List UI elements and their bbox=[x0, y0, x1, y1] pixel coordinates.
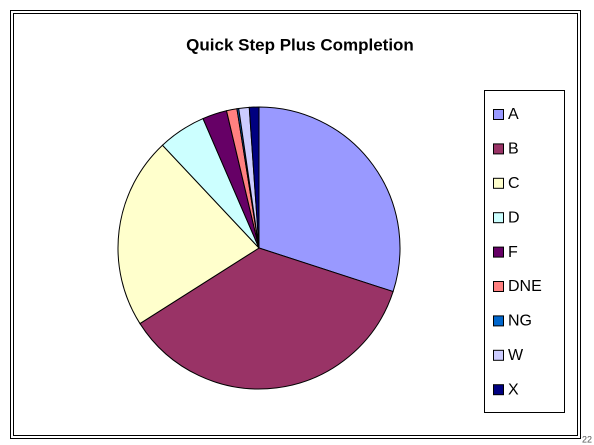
legend-swatch bbox=[493, 281, 504, 292]
legend-label: B bbox=[508, 141, 519, 158]
chart-title: Quick Step Plus Completion bbox=[186, 35, 414, 54]
pie-slice bbox=[139, 247, 394, 390]
legend-swatch bbox=[493, 143, 504, 155]
outer-border bbox=[10, 10, 581, 439]
chart-border bbox=[13, 13, 578, 436]
legend-swatch bbox=[493, 109, 504, 120]
page-number: 22 bbox=[582, 434, 592, 444]
pie-slice bbox=[248, 106, 260, 249]
legend-swatch bbox=[493, 212, 504, 224]
legend-label: X bbox=[508, 381, 519, 398]
pie-slice bbox=[258, 106, 401, 293]
legend-label: A bbox=[508, 106, 519, 123]
legend-label: W bbox=[508, 347, 524, 364]
legend-label: DNE bbox=[508, 278, 542, 295]
legend-swatch bbox=[493, 384, 504, 396]
pie-slice bbox=[117, 144, 260, 325]
legend-swatch bbox=[493, 246, 504, 258]
legend-label: NG bbox=[508, 313, 532, 330]
legend-swatch bbox=[493, 349, 504, 361]
legend-swatch bbox=[493, 315, 504, 327]
legend-swatch bbox=[493, 177, 504, 189]
legend-label: F bbox=[508, 244, 518, 261]
legend-label: D bbox=[508, 209, 520, 226]
legend-label: C bbox=[508, 175, 520, 192]
